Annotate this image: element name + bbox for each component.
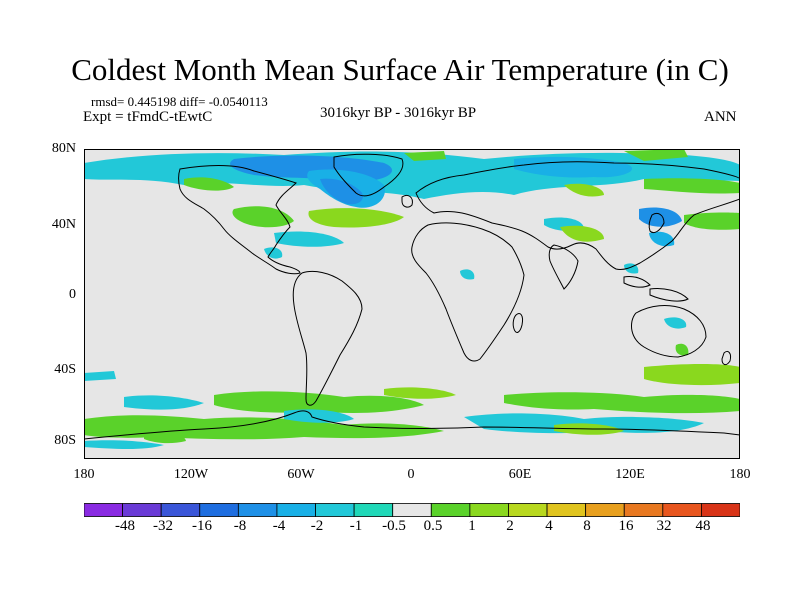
map-panel — [84, 149, 740, 459]
colorbar-label: -48 — [115, 518, 135, 534]
colorbar-swatch — [276, 503, 316, 517]
anomaly-region — [384, 387, 456, 399]
y-tick-label: 80N — [51, 141, 76, 156]
colorbar-swatch — [315, 503, 355, 517]
colorbar-swatch — [546, 503, 587, 517]
colorbar-swatch — [469, 503, 509, 517]
anomaly-region — [664, 317, 687, 329]
colorbar-label: 4 — [545, 518, 553, 534]
anomaly-region — [144, 431, 186, 444]
colorbar-label: -8 — [233, 518, 247, 534]
anomaly-region — [214, 391, 424, 413]
anomaly-region — [644, 178, 740, 194]
coastline — [178, 165, 301, 275]
coastline — [631, 305, 707, 358]
colorbar-label: -1 — [349, 518, 363, 534]
y-tick-label: 80S — [54, 433, 76, 448]
coastline — [648, 212, 665, 234]
anomaly-region — [232, 206, 294, 228]
x-tick-label: 0 — [407, 467, 415, 482]
colorbar-label: 0.5 — [423, 518, 443, 534]
anomaly-region — [624, 149, 688, 161]
map-frame — [84, 149, 740, 459]
anomaly-region — [404, 151, 446, 161]
colorbar-swatch — [392, 503, 432, 517]
colorbar-label: 32 — [656, 518, 672, 534]
anomaly-region — [84, 440, 164, 449]
colorbar-label: 16 — [618, 518, 634, 534]
coastline — [292, 270, 363, 406]
colorbar-swatch — [199, 503, 239, 517]
season-label: ANN — [704, 109, 737, 125]
anomaly-region — [184, 177, 234, 191]
y-tick-label: 40N — [51, 217, 76, 232]
coastline — [548, 244, 579, 290]
anomaly-region — [644, 364, 740, 386]
colorbar-label: -4 — [272, 518, 286, 534]
x-tick-label: 120E — [615, 467, 645, 482]
colorbar-label: 48 — [695, 518, 711, 534]
colorbar-swatch — [430, 503, 471, 517]
x-tick-label: 120W — [173, 467, 209, 482]
colorbar-swatch — [508, 503, 548, 517]
coastline — [401, 194, 413, 208]
coastline — [333, 153, 404, 197]
x-tick-label: 60E — [508, 467, 532, 482]
y-tick-label: 40S — [54, 362, 76, 377]
anomaly-region — [124, 395, 204, 410]
coastline — [512, 312, 523, 333]
anomaly-region — [504, 392, 740, 414]
coastline — [84, 410, 740, 440]
anomaly-region — [284, 409, 354, 423]
anomaly-region — [460, 269, 475, 280]
colorbar-swatch — [585, 503, 625, 517]
y-tick-label: 0 — [69, 287, 76, 302]
coastline — [415, 161, 740, 270]
anomaly-region — [274, 231, 344, 247]
colorbar-label: 2 — [506, 518, 514, 534]
anomaly-region — [320, 178, 363, 205]
coastline — [721, 350, 731, 366]
colorbar-label: 1 — [468, 518, 476, 534]
colorbar-swatch — [701, 503, 740, 517]
x-tick-label: 180 — [729, 467, 751, 482]
colorbar-swatch — [662, 503, 702, 517]
anomaly-fields — [84, 149, 740, 449]
colorbar — [84, 503, 740, 517]
coastline — [649, 288, 689, 302]
anomaly-region — [675, 343, 689, 356]
period-label: 3016kyr BP - 3016kyr BP — [320, 105, 477, 121]
anomaly-region — [684, 212, 740, 230]
colorbar-swatch — [353, 503, 394, 517]
experiment-label: Expt = tFmdC-tEwtC — [83, 109, 213, 125]
coastline — [411, 222, 525, 362]
x-tick-label: 60W — [287, 467, 315, 482]
colorbar-label: 8 — [583, 518, 591, 534]
anomaly-region — [308, 208, 404, 228]
colorbar-label: -0.5 — [382, 518, 406, 534]
map-title: Coldest Month Mean Surface Air Temperatu… — [71, 52, 729, 87]
colorbar-swatch — [122, 503, 162, 517]
anomaly-region — [560, 225, 604, 242]
anomaly-region — [464, 413, 704, 434]
colorbar-swatch — [237, 503, 278, 517]
colorbar-swatch — [84, 503, 123, 517]
coastline — [623, 276, 651, 288]
x-tick-label: 180 — [73, 467, 95, 482]
anomaly-region — [564, 183, 604, 197]
coastlines — [84, 153, 740, 440]
colorbar-label: -32 — [153, 518, 173, 534]
anomaly-region — [84, 371, 116, 381]
colorbar-label: -16 — [192, 518, 212, 534]
colorbar-swatch — [160, 503, 201, 517]
colorbar-swatch — [623, 503, 664, 517]
stats-text: rmsd= 0.445198 diff= -0.0540113 — [91, 94, 268, 109]
anomaly-region — [649, 231, 675, 247]
colorbar-label: -2 — [310, 518, 324, 534]
